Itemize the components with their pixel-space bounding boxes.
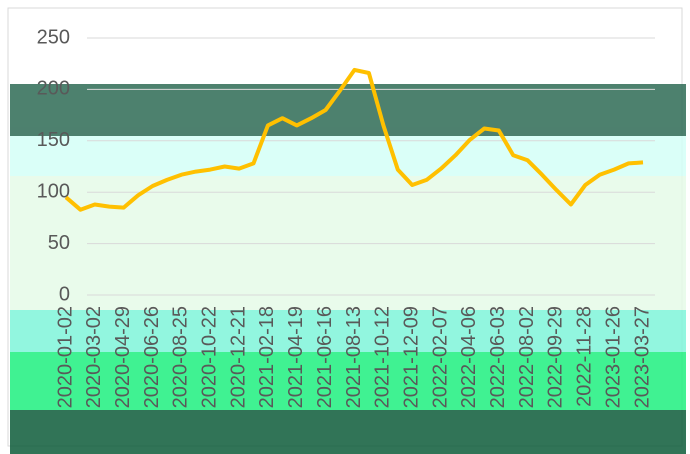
- x-tick-label: 2020-08-25: [170, 306, 192, 408]
- y-tick-label: 200: [37, 78, 70, 100]
- x-tick-label: 2022-04-06: [458, 306, 480, 408]
- x-tick-label: 2020-12-21: [227, 306, 249, 408]
- x-tick-label: 2022-11-28: [574, 306, 596, 407]
- line-series: [64, 67, 644, 212]
- band: [10, 310, 686, 352]
- x-tick-label: 2021-12-09: [400, 306, 422, 408]
- x-tick-label: 2022-06-03: [487, 306, 509, 408]
- x-tick-label: 2023-03-27: [631, 306, 653, 408]
- x-tick-label: 2022-09-29: [545, 306, 567, 408]
- x-tick-label: 2020-10-22: [199, 306, 221, 408]
- x-tick-label: 2020-06-26: [141, 306, 163, 408]
- band: [10, 136, 686, 176]
- plot: 0 50 100 150 200 250 2020-01-02 2020-03-02 2020-…: [37, 26, 655, 408]
- y-tick-label: 50: [48, 232, 70, 254]
- y-tick-label: 100: [37, 180, 70, 202]
- x-tick-label: 2021-08-13: [343, 306, 365, 408]
- x-tick-label: 2021-04-19: [285, 306, 307, 408]
- x-tick-label: 2023-01-26: [602, 306, 624, 408]
- x-tick-label: 2021-06-16: [314, 306, 336, 408]
- band: [10, 84, 686, 136]
- x-tick-label: 2022-02-07: [429, 306, 451, 408]
- x-tick-label: 2020-03-02: [83, 306, 105, 408]
- y-tick-label: 0: [59, 283, 70, 305]
- y-tick-label: 250: [37, 26, 70, 48]
- y-tick-label: 150: [37, 129, 70, 151]
- x-tick-label: 2022-08-02: [516, 306, 538, 408]
- band: [10, 352, 686, 410]
- band: [10, 176, 686, 310]
- x-tick-label: 2020-04-29: [112, 306, 134, 408]
- x-tick-label: 2021-02-18: [256, 306, 278, 408]
- band: [10, 410, 686, 454]
- x-tick-label: 2021-10-12: [372, 306, 394, 408]
- x-tick-label: 2020-01-02: [54, 306, 76, 408]
